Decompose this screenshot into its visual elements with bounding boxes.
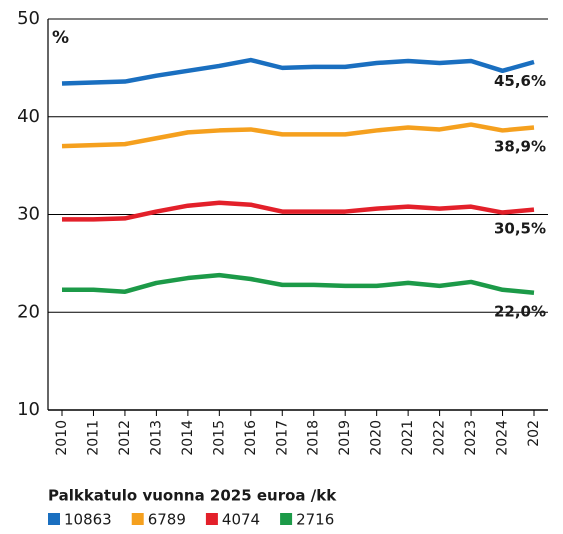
legend-title: Palkkatulo vuonna 2025 euroa /kk [48,487,337,505]
end-label: 30,5% [494,220,546,238]
legend-swatch [280,513,293,525]
x-tick-label: 2015 [211,420,227,456]
end-label: 38,9% [494,138,546,156]
legend-label: 2716 [296,511,334,529]
series-line [62,200,535,222]
x-tick-label: 2020 [369,420,385,456]
end-label: 45,6% [494,72,546,90]
x-tick-label: 2013 [148,420,164,456]
legend-swatch [48,513,60,525]
x-tick-label: 2018 [306,420,322,456]
x-tick-label: 2016 [243,420,259,456]
series-line [62,272,535,295]
legend-swatch [205,513,218,525]
series-line [61,122,535,149]
end-label: 22,0% [494,303,546,321]
x-tick-label: 2010 [54,420,70,456]
y-tick-label: 50 [17,8,40,29]
y-axis-label: % [52,28,69,48]
y-tick-label: 10 [17,399,40,420]
x-tick-label: 2024 [495,420,511,456]
x-tick-label: 2021 [400,420,416,456]
x-tick-label: 2019 [337,420,353,456]
legend-swatch [131,513,144,525]
x-tick-label: 2012 [117,420,133,456]
y-tick-label: 30 [17,204,40,225]
y-tick-label: 40 [17,106,40,127]
legend-label: 4074 [222,511,260,529]
x-tick-label: 2011 [85,420,101,456]
x-tick-label: 2017 [274,420,290,456]
x-tick-label: 202 [526,420,542,447]
legend-label: 10863 [64,511,112,529]
x-tick-label: 2014 [180,420,196,456]
x-tick-label: 2022 [432,420,448,456]
y-tick-label: 20 [17,301,40,322]
x-tick-label: 2023 [463,420,479,456]
legend-label: 6789 [148,511,186,529]
series-line [61,57,535,86]
